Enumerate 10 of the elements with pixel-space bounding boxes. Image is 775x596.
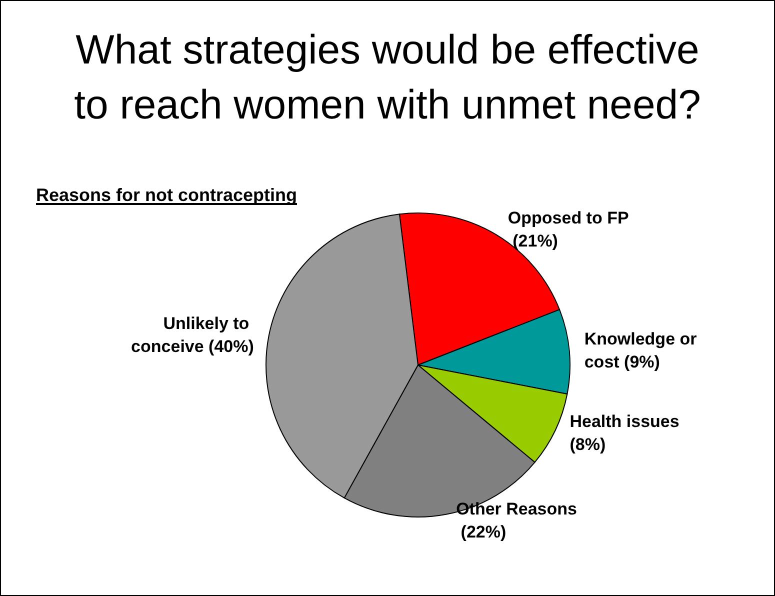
slice-label: Health issues xyxy=(570,412,684,431)
chart-subtitle: Reasons for not contracepting xyxy=(36,185,298,205)
slice-label: Unlikely to conceive (40%) xyxy=(131,314,254,356)
data-label: (8%) xyxy=(570,434,606,454)
slice-label: Other Reasons xyxy=(456,499,577,518)
chart-title: What strategies would be effective to reach women with unmet need? xyxy=(74,26,701,128)
data-label: (21%) xyxy=(508,231,558,250)
slice-label: Knowledge or cost (9%) xyxy=(584,330,702,372)
data-label: (22%) xyxy=(456,522,506,542)
slice-label: Opposed to FP xyxy=(508,208,629,228)
